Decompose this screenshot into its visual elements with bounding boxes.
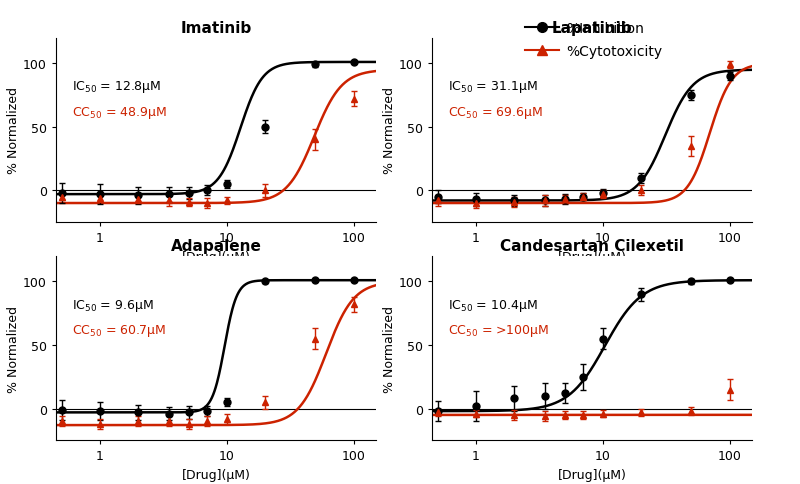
Text: CC$_{50}$ = 48.9μM: CC$_{50}$ = 48.9μM — [72, 105, 167, 121]
X-axis label: [Drug](μM): [Drug](μM) — [182, 250, 250, 263]
Title: Adapalene: Adapalene — [170, 239, 262, 254]
Text: CC$_{50}$ = >100μM: CC$_{50}$ = >100μM — [448, 323, 550, 339]
Y-axis label: % Normalized: % Normalized — [383, 305, 396, 392]
Y-axis label: % Normalized: % Normalized — [383, 87, 396, 174]
Title: Lapatinib: Lapatinib — [552, 21, 632, 36]
X-axis label: [Drug](μM): [Drug](μM) — [182, 468, 250, 481]
Title: Candesartan Cilexetil: Candesartan Cilexetil — [500, 239, 684, 254]
Text: IC$_{50}$ = 10.4μM: IC$_{50}$ = 10.4μM — [448, 297, 538, 313]
X-axis label: [Drug](μM): [Drug](μM) — [558, 468, 626, 481]
Text: IC$_{50}$ = 12.8μM: IC$_{50}$ = 12.8μM — [72, 79, 162, 95]
X-axis label: [Drug](μM): [Drug](μM) — [558, 250, 626, 263]
Y-axis label: % Normalized: % Normalized — [7, 87, 20, 174]
Text: CC$_{50}$ = 60.7μM: CC$_{50}$ = 60.7μM — [72, 323, 166, 339]
Text: CC$_{50}$ = 69.6μM: CC$_{50}$ = 69.6μM — [448, 105, 543, 121]
Title: Imatinib: Imatinib — [180, 21, 252, 36]
Text: IC$_{50}$ = 31.1μM: IC$_{50}$ = 31.1μM — [448, 79, 538, 95]
Legend: %Inhibition, %Cytotoxicity: %Inhibition, %Cytotoxicity — [519, 16, 668, 64]
Y-axis label: % Normalized: % Normalized — [7, 305, 20, 392]
Text: IC$_{50}$ = 9.6μM: IC$_{50}$ = 9.6μM — [72, 297, 154, 313]
